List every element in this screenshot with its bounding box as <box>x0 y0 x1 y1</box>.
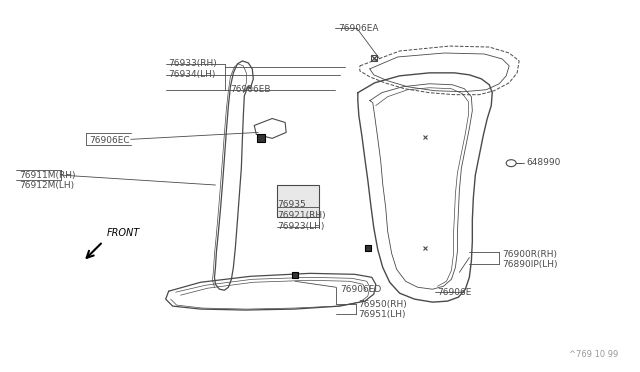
Text: 76951(LH): 76951(LH) <box>358 310 405 318</box>
Text: 76934(LH): 76934(LH) <box>169 70 216 79</box>
Bar <box>277 185 319 217</box>
Text: 76912M(LH): 76912M(LH) <box>19 180 74 189</box>
Ellipse shape <box>506 160 516 167</box>
Text: FRONT: FRONT <box>107 228 140 238</box>
Text: 76911M(RH): 76911M(RH) <box>19 171 76 180</box>
Text: 76890IP(LH): 76890IP(LH) <box>502 260 557 269</box>
Text: 76906ED: 76906ED <box>340 285 381 294</box>
Text: 76923(LH): 76923(LH) <box>277 222 324 231</box>
Text: 76921(RH): 76921(RH) <box>277 211 326 220</box>
Text: 76906E: 76906E <box>438 288 472 297</box>
Text: 76950(RH): 76950(RH) <box>358 299 406 309</box>
Text: 76906EA: 76906EA <box>338 24 378 33</box>
Text: ^769 10 99: ^769 10 99 <box>570 350 619 359</box>
Text: 76935: 76935 <box>277 201 306 209</box>
Text: 76900R(RH): 76900R(RH) <box>502 250 557 259</box>
Text: 648990: 648990 <box>526 158 561 167</box>
Text: 76906EC: 76906EC <box>89 136 130 145</box>
Text: 76933(RH): 76933(RH) <box>169 60 218 68</box>
Text: 76906EB: 76906EB <box>230 85 271 94</box>
